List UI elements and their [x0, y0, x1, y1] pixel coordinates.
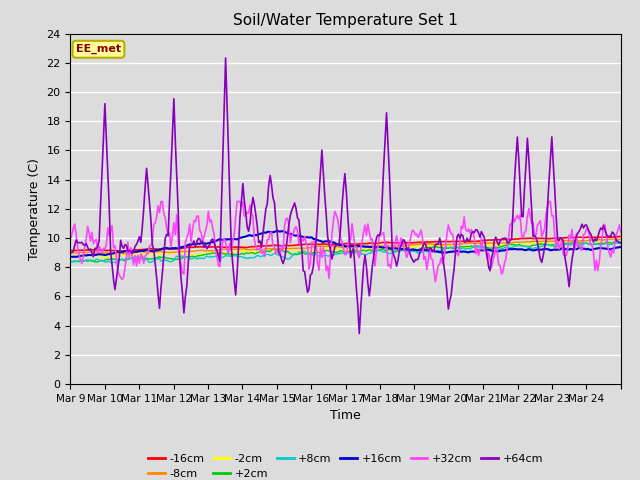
+8cm [351, 250, 359, 255]
-16cm [616, 234, 623, 240]
Line: +2cm: +2cm [70, 241, 621, 262]
-2cm [349, 247, 357, 253]
+64cm [543, 204, 551, 210]
+16cm [614, 244, 622, 250]
Line: +8cm: +8cm [70, 243, 621, 263]
+32cm [431, 279, 439, 285]
+64cm [85, 247, 93, 253]
+2cm [460, 244, 468, 250]
Line: +64cm: +64cm [70, 58, 621, 334]
Title: Soil/Water Temperature Set 1: Soil/Water Temperature Set 1 [233, 13, 458, 28]
+2cm [104, 256, 111, 262]
-16cm [617, 234, 625, 240]
-2cm [67, 254, 74, 260]
-2cm [102, 254, 110, 260]
+2cm [351, 248, 359, 253]
+2cm [616, 239, 623, 245]
Line: -8cm: -8cm [70, 239, 621, 254]
+2cm [617, 239, 625, 245]
-16cm [542, 236, 550, 241]
Line: -16cm: -16cm [70, 237, 621, 251]
-8cm [460, 240, 468, 246]
+8cm [113, 260, 120, 266]
+2cm [85, 258, 93, 264]
+8cm [617, 241, 625, 247]
+64cm [102, 135, 110, 141]
-2cm [541, 240, 548, 246]
-8cm [120, 251, 127, 257]
-16cm [67, 248, 74, 253]
+32cm [157, 199, 164, 204]
+8cm [67, 259, 74, 264]
-2cm [617, 239, 625, 245]
+64cm [355, 331, 363, 336]
+8cm [460, 245, 468, 251]
+64cm [67, 250, 74, 256]
-2cm [614, 239, 622, 245]
+32cm [461, 227, 469, 232]
+8cm [542, 241, 550, 247]
+2cm [542, 242, 550, 248]
+16cm [617, 244, 625, 250]
-16cm [102, 248, 110, 253]
+16cm [67, 254, 74, 260]
-8cm [85, 249, 93, 255]
-16cm [614, 234, 622, 240]
-16cm [460, 239, 468, 244]
+16cm [273, 228, 281, 233]
+32cm [617, 229, 625, 235]
+2cm [94, 259, 102, 265]
-8cm [542, 239, 550, 244]
-8cm [617, 236, 625, 242]
-2cm [459, 244, 467, 250]
+32cm [543, 204, 551, 209]
+2cm [67, 258, 74, 264]
+32cm [351, 243, 359, 249]
+64cm [222, 55, 230, 61]
+8cm [616, 240, 623, 246]
-8cm [102, 250, 110, 256]
+32cm [616, 222, 623, 228]
+16cm [102, 252, 110, 258]
+64cm [616, 240, 623, 246]
Line: -2cm: -2cm [70, 240, 621, 257]
Line: +16cm: +16cm [70, 230, 621, 257]
-16cm [114, 248, 122, 254]
+8cm [85, 257, 93, 263]
-2cm [85, 252, 93, 258]
Text: EE_met: EE_met [76, 44, 121, 54]
+16cm [460, 249, 468, 254]
Line: +32cm: +32cm [70, 202, 621, 282]
+16cm [351, 243, 359, 249]
-16cm [351, 241, 359, 247]
+8cm [582, 240, 590, 246]
+64cm [461, 239, 469, 245]
+16cm [85, 252, 93, 258]
Y-axis label: Temperature (C): Temperature (C) [28, 158, 41, 260]
+64cm [617, 240, 625, 246]
+32cm [102, 242, 110, 248]
X-axis label: Time: Time [330, 409, 361, 422]
+2cm [571, 238, 579, 244]
-8cm [67, 250, 74, 256]
-2cm [584, 237, 591, 243]
+32cm [67, 237, 74, 243]
-8cm [610, 236, 618, 242]
+64cm [351, 264, 359, 270]
+32cm [85, 229, 93, 235]
+8cm [102, 260, 110, 265]
-8cm [351, 244, 359, 250]
-8cm [616, 237, 623, 242]
+16cm [542, 246, 550, 252]
Legend: -16cm, -8cm, -2cm, +2cm, +8cm, +16cm, +32cm, +64cm: -16cm, -8cm, -2cm, +2cm, +8cm, +16cm, +3… [144, 449, 547, 480]
-16cm [85, 247, 93, 252]
